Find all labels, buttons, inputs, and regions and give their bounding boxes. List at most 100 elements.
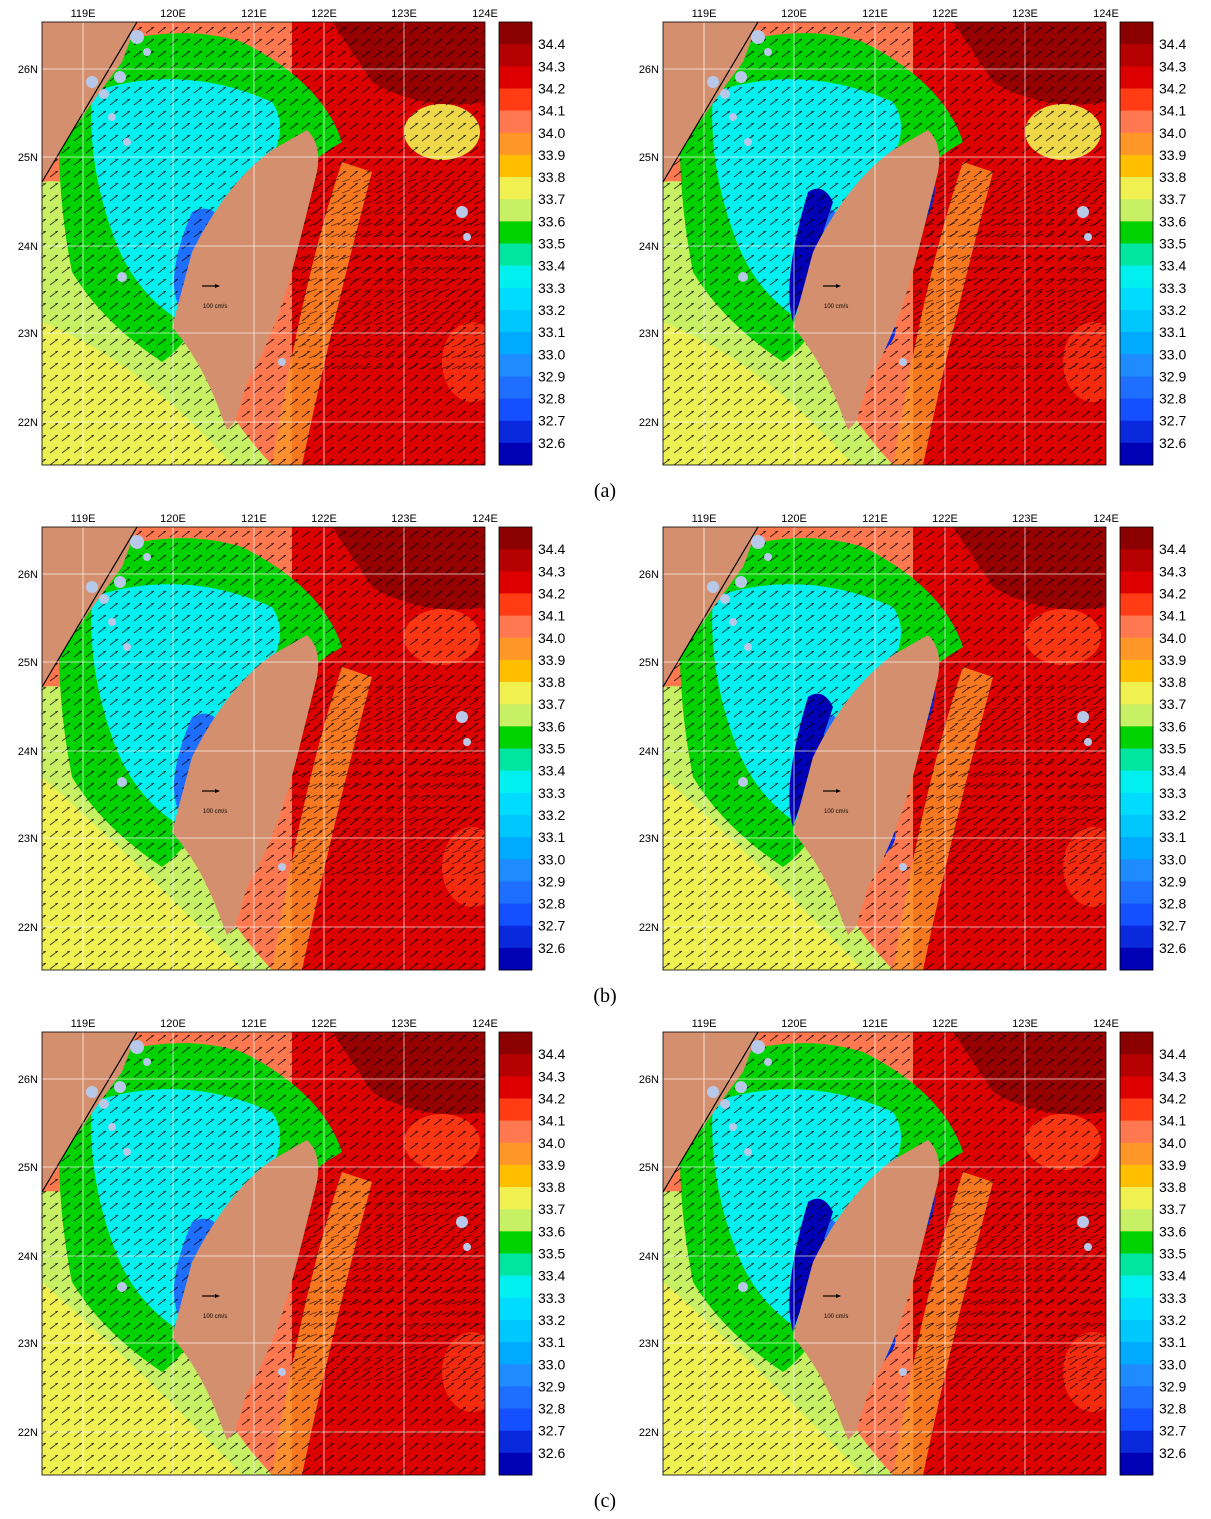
colorbar-frame [1119,21,1154,466]
colorbar-swatch [1120,154,1153,178]
colorbar-label: 33.7 [538,1201,565,1217]
longitude-tick-label: 124E [472,8,498,20]
colorbar-label: 33.3 [1159,1290,1186,1306]
colorbar-swatch [1120,1364,1153,1387]
colorbar-swatch [1120,748,1153,772]
latitude-tick-label: 24N [18,1251,38,1263]
offshore-island [123,1148,131,1156]
colorbar-swatch [1120,1297,1153,1321]
longitude-tick-label: 121E [862,8,888,20]
map-frame [662,21,1107,466]
map-frame [41,526,486,971]
colorbar-label: 33.2 [538,807,565,823]
colorbar-label: 34.4 [538,1046,565,1062]
latitude-tick-label: 26N [18,1074,38,1086]
colorbar-swatch [1120,1386,1153,1410]
colorbar-label: 33.0 [538,851,565,867]
colorbar-label: 34.4 [538,541,565,557]
colorbar-swatch [499,1319,532,1343]
latitude-tick-label: 24N [639,1251,659,1263]
colorbar-swatch [1120,593,1153,617]
colorbar-swatch [499,903,532,927]
latitude-tick-label: 23N [639,1338,659,1350]
offshore-island [117,1282,127,1292]
longitude-tick-label: 124E [1093,8,1119,20]
colorbar-swatch [1120,1076,1153,1099]
colorbar-swatch [499,881,532,905]
colorbar-swatch [499,1253,532,1277]
colorbar-swatch [499,1430,532,1454]
offshore-island [143,48,151,56]
scale-arrow-label: 100 cm/s [824,304,848,310]
colorbar-swatch [1120,66,1153,89]
latitude-tick-label: 23N [639,833,659,845]
offshore-island [899,1368,907,1376]
colorbar-swatch [499,1054,532,1077]
latitude-tick-label: 22N [18,417,38,429]
offshore-island [278,863,286,871]
panel-caption: (a) [594,480,616,502]
offshore-island [720,89,730,99]
offshore-island [1084,233,1092,241]
offshore-island [738,272,748,282]
colorbar-label: 33.0 [1159,346,1186,362]
offshore-island [114,576,126,588]
colorbar-frame [498,1031,533,1476]
colorbar-label: 33.6 [1159,718,1186,734]
colorbar-label: 34.3 [538,58,565,74]
colorbar-label: 34.1 [538,1113,565,1129]
colorbar-swatch [1120,1098,1153,1122]
longitude-tick-label: 120E [160,513,186,525]
offshore-island [707,581,719,593]
colorbar-swatch [499,66,532,89]
colorbar-label: 32.7 [538,1423,565,1439]
colorbar-swatch [499,748,532,772]
colorbar-swatch [499,704,532,727]
colorbar-swatch [1120,287,1153,311]
colorbar-label: 32.9 [538,368,565,384]
colorbar-swatch [499,354,532,377]
colorbar-label: 33.2 [1159,1312,1186,1328]
offshore-island [735,71,747,83]
colorbar-label: 32.9 [538,1378,565,1394]
offshore-island [751,1040,765,1054]
colorbar-swatch [499,22,532,45]
colorbar-swatch [1120,44,1153,67]
colorbar-swatch [1120,881,1153,905]
taiwan-island [172,1140,319,1440]
longitude-tick-label: 120E [781,1018,807,1030]
colorbar-label: 32.8 [1159,896,1186,912]
colorbar-swatch [499,593,532,617]
longitude-tick-label: 119E [692,1018,717,1030]
latitude-tick-label: 24N [18,241,38,253]
colorbar-swatch [1120,1187,1153,1210]
colorbar-swatch [1120,309,1153,333]
longitude-tick-label: 122E [932,8,958,20]
longitude-tick-label: 124E [472,1018,498,1030]
colorbar-swatch [499,1164,532,1188]
colorbar-label: 32.7 [1159,1423,1186,1439]
colorbar-label: 34.1 [1159,1113,1186,1129]
colorbar-swatch [1120,1275,1153,1299]
longitude-tick-label: 119E [71,8,96,20]
colorbar-label: 33.7 [538,191,565,207]
longitude-tick-label: 124E [1093,513,1119,525]
colorbar-swatch [1120,792,1153,816]
longitude-tick-label: 120E [781,513,807,525]
colorbar-label: 33.0 [538,346,565,362]
offshore-island [707,76,719,88]
colorbar-swatch [499,1142,532,1166]
longitude-tick-label: 123E [1012,8,1038,20]
colorbar-label: 32.9 [538,873,565,889]
colorbar-swatch [499,1408,532,1432]
colorbar-swatch [499,1032,532,1055]
map-panel-left: 100 cm/s 119E 120E 121E 122E 123E 124E 26N 25N 24… [18,1018,565,1476]
colorbar-swatch [499,1275,532,1299]
offshore-island [1084,1243,1092,1251]
scale-arrow-label: 100 cm/s [824,809,848,815]
colorbar-swatch [1120,659,1153,683]
offshore-island [117,272,127,282]
longitude-tick-label: 121E [241,513,267,525]
colorbar-label: 33.9 [538,147,565,163]
offshore-island [114,1081,126,1093]
